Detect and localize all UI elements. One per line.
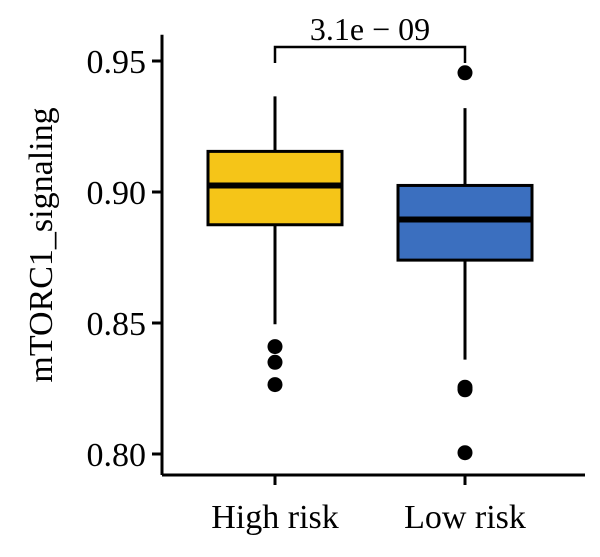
y-tick-label: 0.90 xyxy=(87,175,147,212)
outlier-point xyxy=(457,382,473,398)
outlier-point xyxy=(457,65,473,81)
box-group xyxy=(206,96,344,393)
y-tick-label: 0.85 xyxy=(87,306,147,343)
boxes-layer xyxy=(206,65,534,461)
x-tick-label: High risk xyxy=(211,499,339,536)
comparison-bracket xyxy=(273,45,467,63)
iqr-box xyxy=(396,183,534,262)
x-tick-label: Low risk xyxy=(404,499,526,536)
y-tick-label: 0.95 xyxy=(87,44,147,81)
outlier-point xyxy=(267,377,283,393)
outlier-point xyxy=(457,445,473,461)
y-axis-title: mTORC1_signaling xyxy=(23,107,60,382)
comparison-annotation: 3.1e − 09 xyxy=(273,11,467,63)
y-tick-label: 0.80 xyxy=(87,437,147,474)
axes: 0.80 0.85 0.90 0.95 High risk Low risk xyxy=(87,34,585,536)
outlier-point xyxy=(267,354,283,370)
p-value-label: 3.1e − 09 xyxy=(310,11,430,47)
box-group xyxy=(396,65,534,461)
outlier-point xyxy=(267,339,283,355)
